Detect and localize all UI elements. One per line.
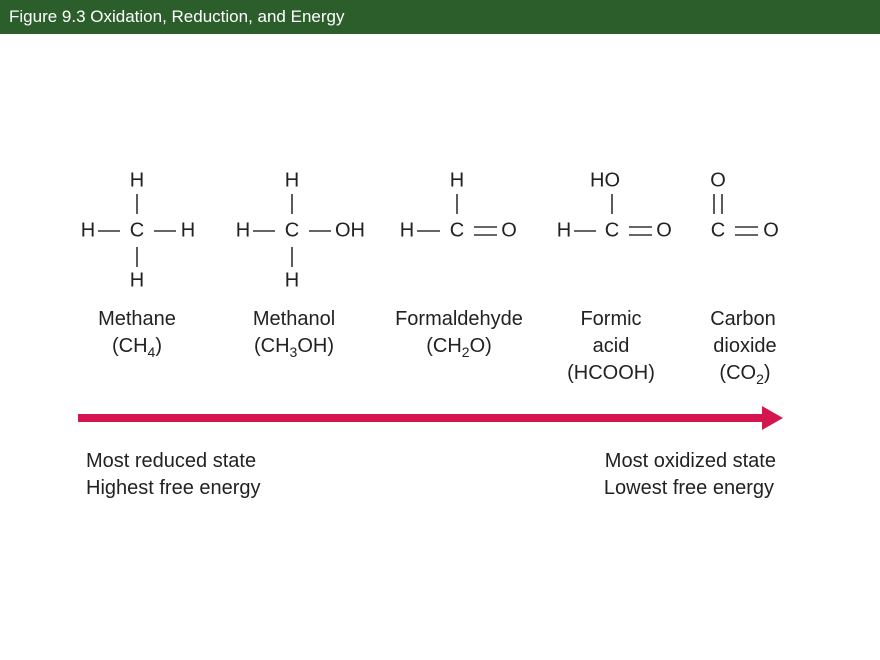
slide-title: Figure 9.3 Oxidation, Reduction, and Ene… — [9, 7, 345, 26]
carbon-dioxide-structure: O C O — [710, 169, 779, 241]
atom: C — [450, 219, 464, 241]
atom: C — [711, 219, 725, 241]
atom: H — [81, 219, 95, 241]
atom: H — [181, 219, 195, 241]
atom: O — [501, 219, 517, 241]
right-caption-line2: Lowest free energy — [604, 477, 774, 499]
methanol-structure: H H C OH H — [236, 169, 365, 291]
left-caption-line1: Most reduced state — [86, 450, 256, 472]
molecule-formula: (CH3OH) — [254, 335, 334, 360]
atom: C — [605, 219, 619, 241]
atom: H — [557, 219, 571, 241]
atom: H — [285, 269, 299, 291]
atom: OH — [335, 219, 365, 241]
molecule-formula: (HCOOH) — [567, 362, 655, 384]
methane-structure: H H C H H — [81, 169, 195, 291]
atom: C — [130, 219, 144, 241]
molecule-name: Methane — [98, 308, 176, 330]
right-caption-line1: Most oxidized state — [605, 450, 776, 472]
molecule-name: Methanol — [253, 308, 335, 330]
molecule-name-line2: acid — [593, 335, 630, 357]
atom: HO — [590, 169, 620, 191]
left-caption-line2: Highest free energy — [86, 477, 261, 499]
atom: O — [763, 219, 779, 241]
atom: H — [236, 219, 250, 241]
molecule-name-line2: dioxide — [713, 335, 776, 357]
molecule-formula: (CH2O) — [426, 335, 492, 360]
formaldehyde-structure: H H C O — [400, 169, 517, 241]
arrow-shaft — [78, 414, 766, 422]
molecule-name: Formaldehyde — [395, 308, 523, 330]
molecule-name: Carbon — [710, 308, 776, 330]
atom: H — [285, 169, 299, 191]
molecule-formula: (CH4) — [112, 335, 162, 360]
atom: H — [130, 169, 144, 191]
atom: C — [285, 219, 299, 241]
oxidation-arrow — [78, 406, 783, 430]
atom: H — [130, 269, 144, 291]
formic-acid-structure: HO H C O — [557, 169, 672, 241]
molecule-name: Formic — [580, 308, 641, 330]
slide-header: Figure 9.3 Oxidation, Reduction, and Ene… — [0, 0, 880, 34]
arrow-head — [762, 406, 783, 430]
atom: H — [450, 169, 464, 191]
molecule-formula: (CO2) — [719, 362, 770, 387]
atom: O — [656, 219, 672, 241]
atom: H — [400, 219, 414, 241]
atom: O — [710, 169, 726, 191]
